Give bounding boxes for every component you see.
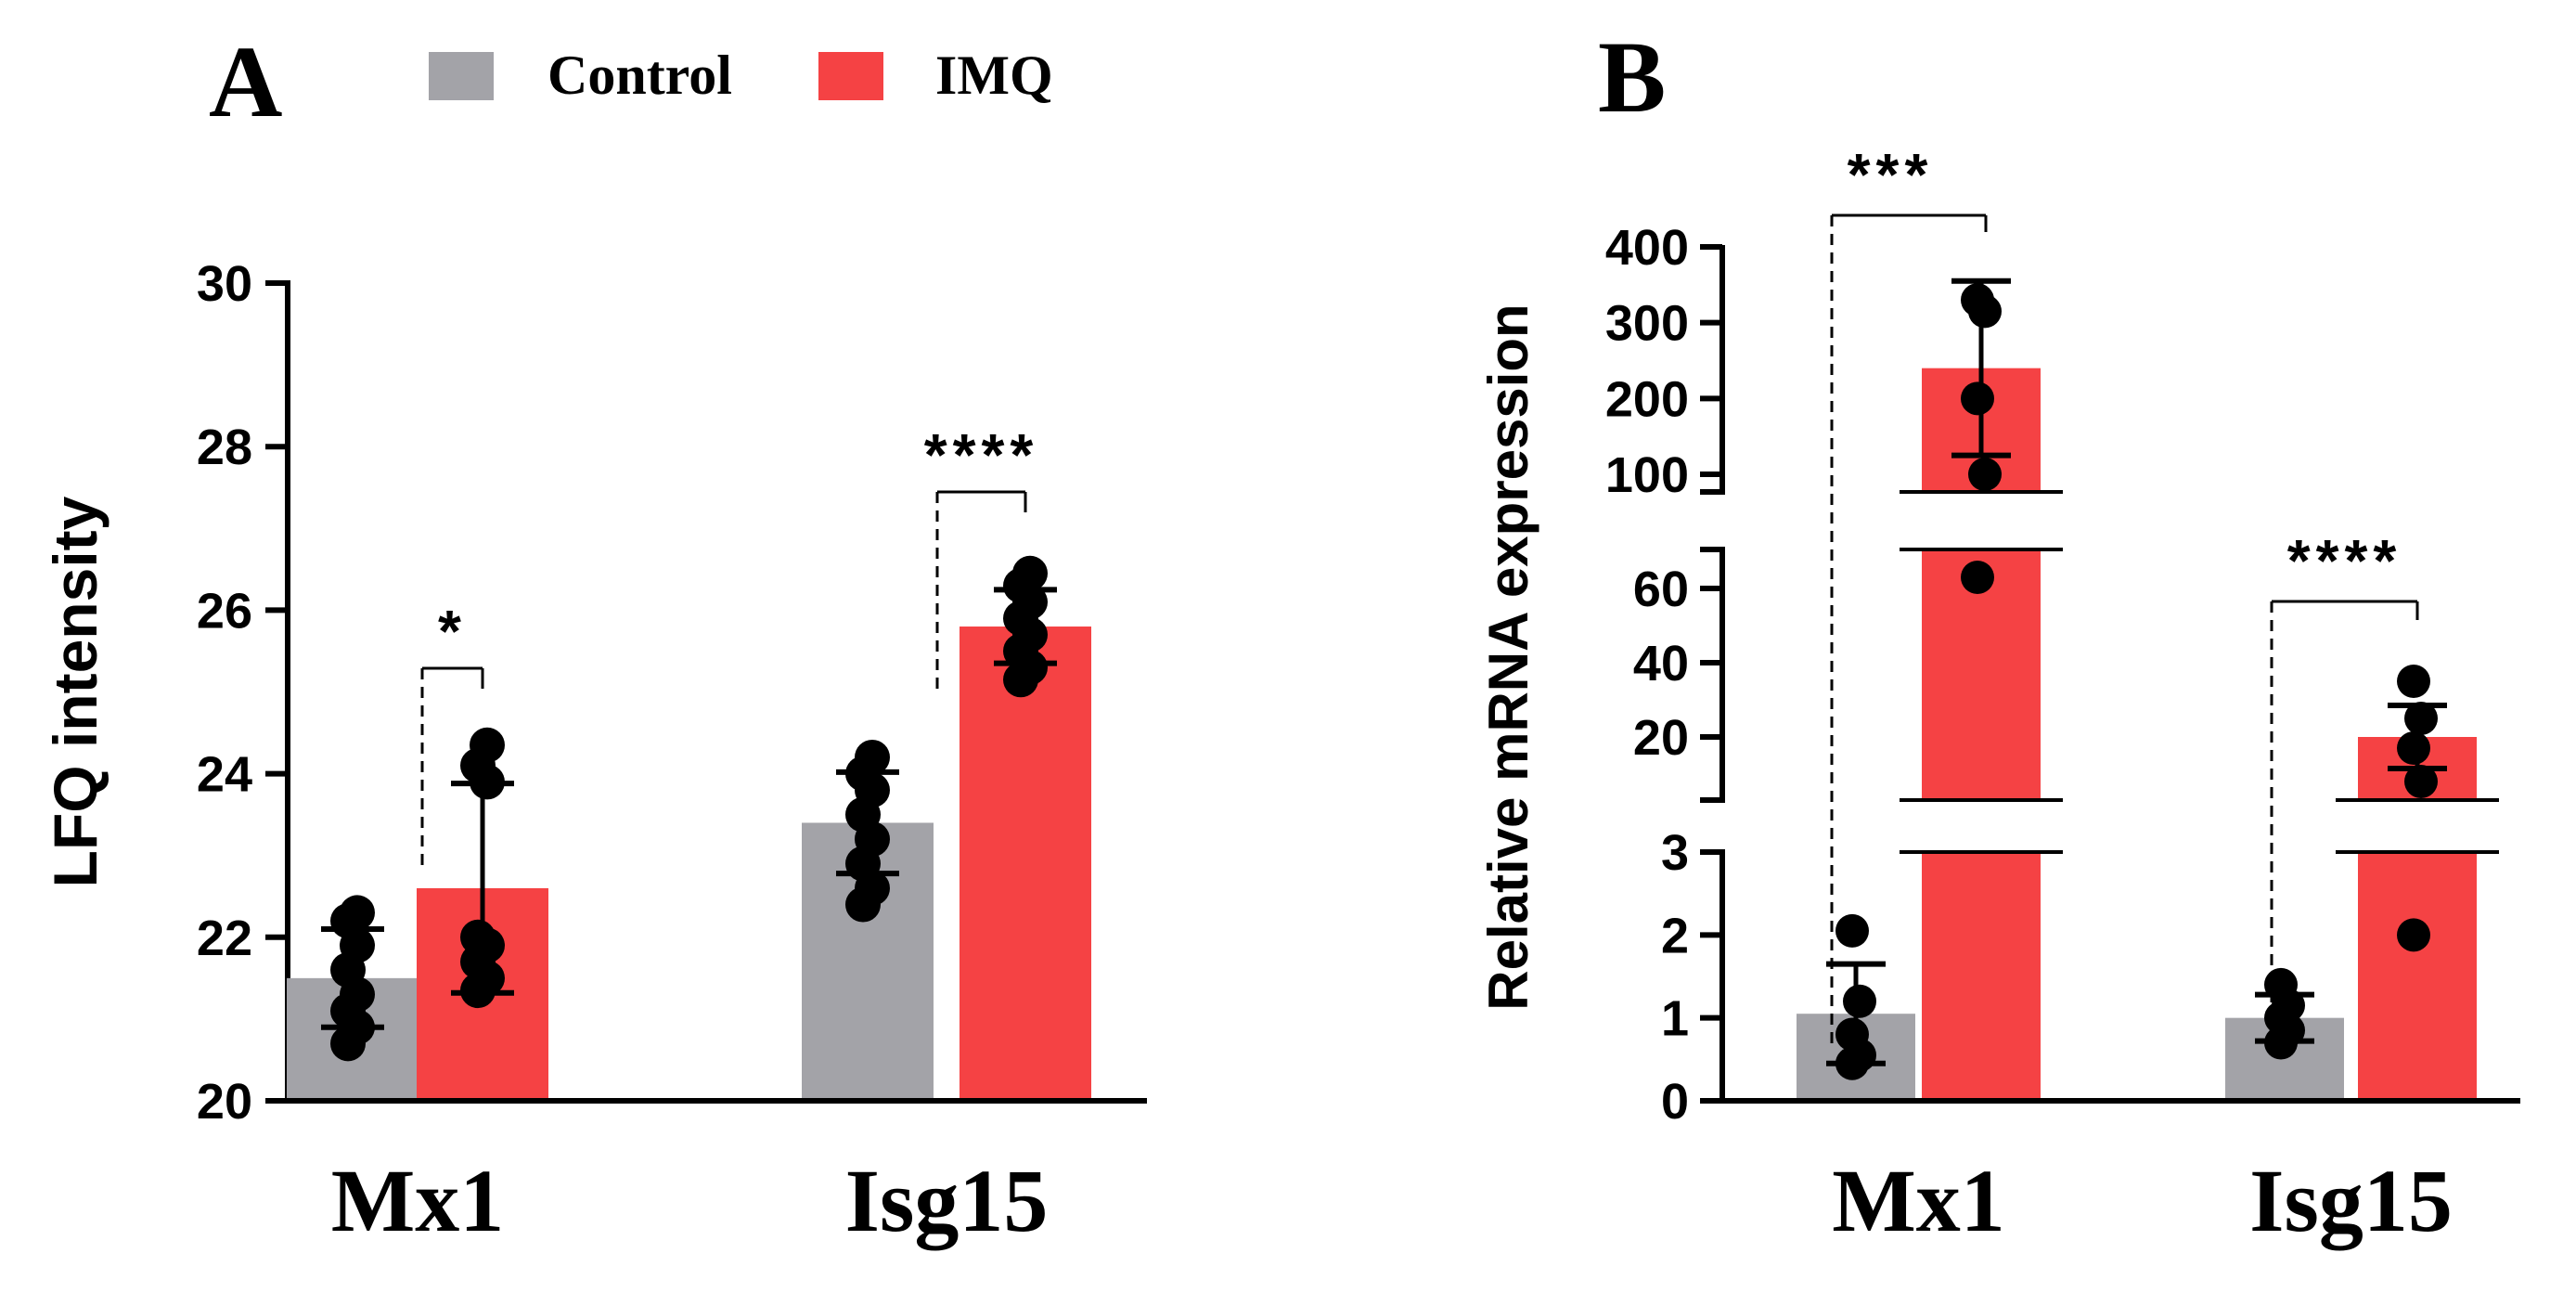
panel-label-a: A [209, 25, 282, 138]
y-tick-label-22: 22 [197, 911, 252, 966]
bar-imq-mx1 [1922, 852, 2041, 1098]
y-tick-label-40: 40 [1633, 636, 1689, 691]
point-control-mx1 [1835, 913, 1869, 948]
point-control-isg15 [855, 739, 890, 775]
point-imq-mx1 [1961, 283, 1994, 317]
significance-label-isg15: **** [924, 421, 1039, 488]
point-imq-isg15 [2397, 731, 2430, 765]
point-control-mx1 [1835, 1017, 1869, 1052]
y-tick-label-300: 300 [1605, 296, 1689, 352]
legend-label-control: Control [547, 45, 732, 106]
y-tick-label-400: 400 [1605, 220, 1689, 276]
y-tick-label-60: 60 [1633, 562, 1689, 617]
y-tick-label-3: 3 [1661, 825, 1689, 881]
point-imq-mx1 [1968, 458, 2002, 491]
y-tick-label-1: 1 [1661, 991, 1689, 1047]
x-tick-label-isg15: Isg15 [2249, 1151, 2453, 1250]
significance-label-mx1: * [438, 598, 467, 665]
y-tick-label-26: 26 [197, 583, 252, 639]
point-imq-mx1 [1961, 381, 1994, 416]
point-imq-isg15 [2397, 665, 2430, 698]
y-tick-label-100: 100 [1605, 447, 1689, 503]
y-tick-label-20: 20 [197, 1074, 252, 1130]
bar-imq-isg15 [2358, 852, 2477, 1098]
y-axis-title: LFQ intensity [41, 496, 109, 887]
point-control-mx1 [1843, 984, 1876, 1018]
point-control-mx1 [340, 895, 375, 931]
significance-label-isg15: **** [2287, 527, 2402, 594]
legend-label-imq: IMQ [935, 45, 1053, 106]
panel-label-b: B [1598, 20, 1666, 134]
point-imq-mx1 [1961, 561, 1994, 594]
x-tick-label-mx1: Mx1 [331, 1151, 505, 1250]
y-tick-label-2: 2 [1661, 908, 1689, 963]
y-tick-label-24: 24 [197, 747, 252, 803]
x-tick-label-mx1: Mx1 [1832, 1151, 2005, 1250]
point-imq-isg15 [2397, 918, 2430, 952]
y-tick-label-28: 28 [197, 420, 252, 475]
y-tick-label-0: 0 [1661, 1074, 1689, 1130]
y-axis-title: Relative mRNA expression [1477, 304, 1539, 1010]
legend-swatch-control [429, 52, 494, 100]
panel-b: B 0 1 2 3 20 40 60 100 200 300 400 Relative mRNA exp… [1477, 20, 2520, 1250]
y-tick-label-200: 200 [1605, 371, 1689, 427]
point-imq-mx1 [460, 919, 496, 955]
point-imq-isg15 [2404, 765, 2438, 798]
point-imq-isg15 [1012, 555, 1048, 591]
legend-swatch-imq [818, 52, 883, 100]
significance-label-mx1: *** [1848, 141, 1934, 208]
y-tick-label-30: 30 [197, 256, 252, 312]
bar-imq-isg15 [960, 627, 1091, 1098]
x-tick-label-isg15: Isg15 [845, 1151, 1049, 1250]
y-tick-label-20: 20 [1633, 710, 1689, 766]
point-imq-isg15 [2404, 702, 2438, 735]
point-imq-mx1 [470, 727, 505, 763]
